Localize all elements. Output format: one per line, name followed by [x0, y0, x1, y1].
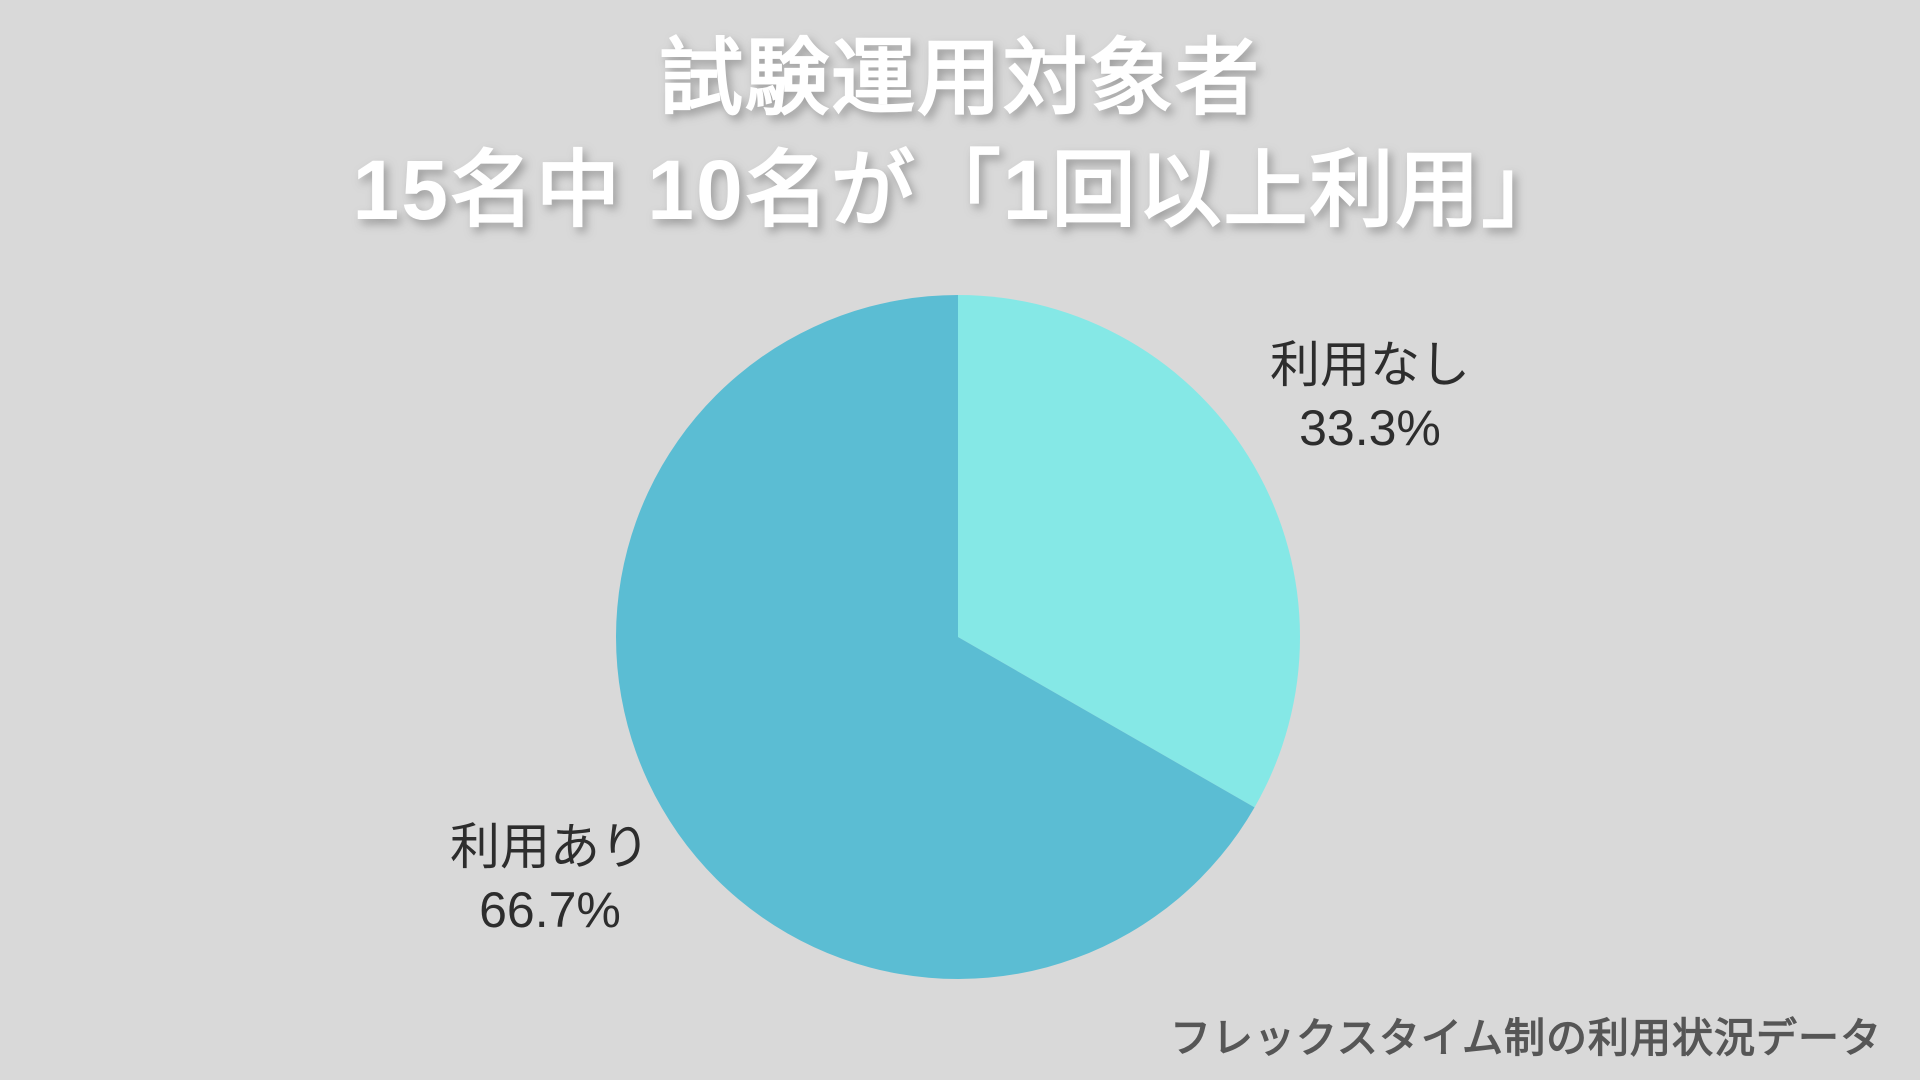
pie-slice-1 [616, 295, 1255, 979]
slice-label-use-name: 利用あり [450, 819, 650, 875]
pie-slice-0 [958, 295, 1301, 808]
pie-chart [616, 295, 1301, 979]
slice-label-use-percent: 66.7% [479, 882, 621, 938]
footer-source-note: フレックスタイム制の利用状況データ [1170, 1015, 1882, 1061]
slice-label-no-use-percent: 33.3% [1299, 400, 1441, 456]
chart-title-line2: 15名中 10名が「1回以上利用」 [352, 143, 1568, 237]
slice-label-no-use: 利用なし 33.3% [1160, 334, 1580, 460]
slice-label-use: 利用あり 66.7% [340, 816, 760, 942]
chart-title-line1: 試験運用対象者 [658, 31, 1261, 125]
chart-title: 試験運用対象者 15名中 10名が「1回以上利用」 [0, 22, 1920, 246]
slice-label-no-use-name: 利用なし [1270, 337, 1470, 393]
